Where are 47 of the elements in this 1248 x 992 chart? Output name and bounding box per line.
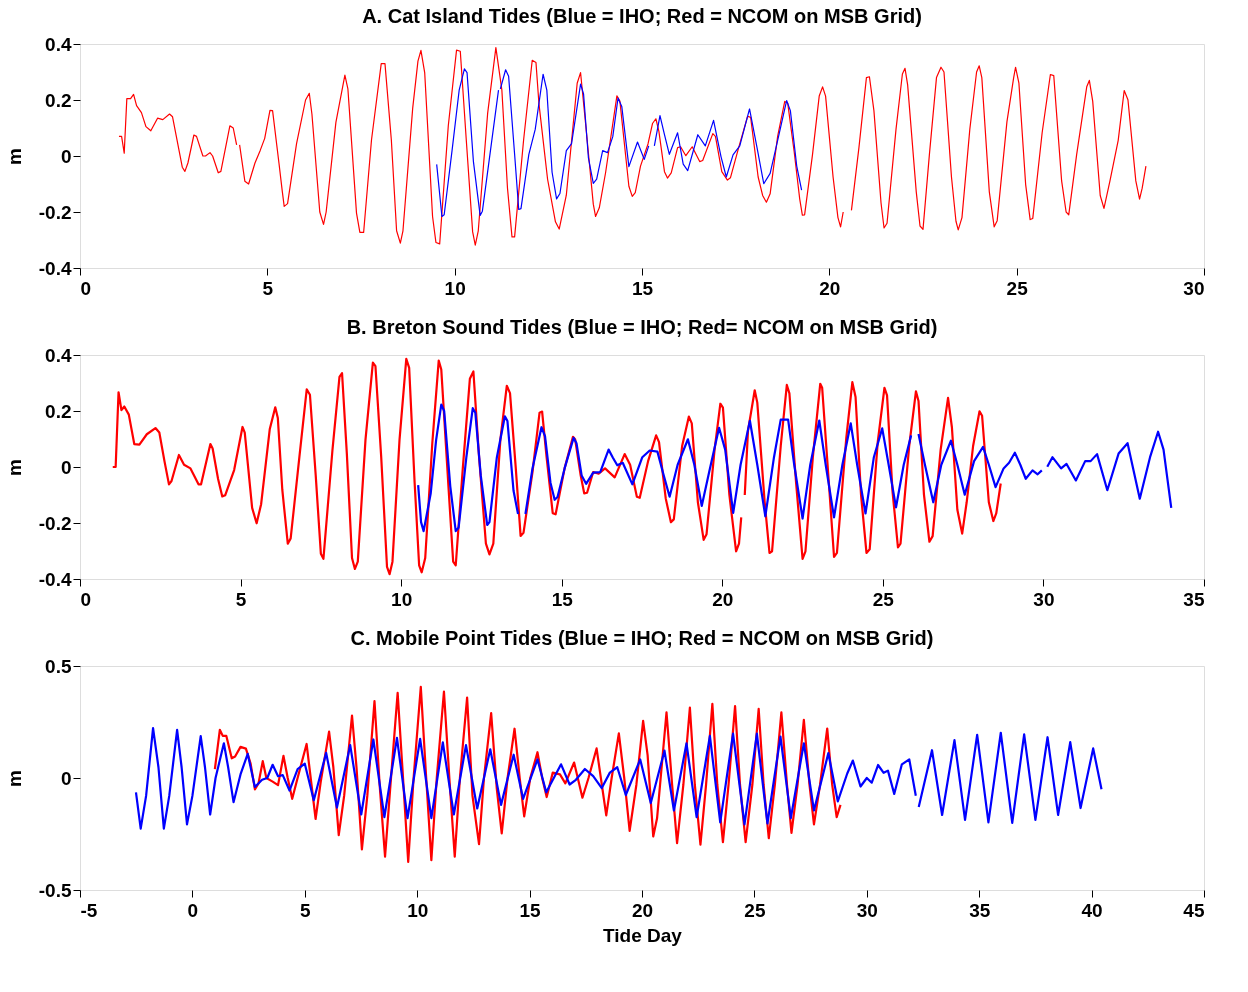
y-tick-label: 0 bbox=[60, 456, 72, 478]
x-tick-label: 0 bbox=[187, 899, 199, 921]
x-tick-label: 15 bbox=[519, 899, 542, 921]
x-tick-label: 5 bbox=[262, 277, 274, 299]
x-tick-label: 20 bbox=[631, 899, 654, 921]
x-tick-label: 0 bbox=[80, 277, 92, 299]
y-axis-title: m bbox=[3, 459, 25, 476]
x-tick-label: 5 bbox=[300, 899, 312, 921]
x-tick-label: 5 bbox=[235, 588, 247, 610]
x-tick-label: 30 bbox=[1183, 277, 1205, 299]
x-tick-label: 20 bbox=[712, 588, 734, 610]
line-series bbox=[213, 685, 842, 864]
x-tick-label: 30 bbox=[1033, 588, 1055, 610]
x-tick-label: 40 bbox=[1081, 899, 1103, 921]
y-tick-label: 0.5 bbox=[45, 655, 72, 677]
y-tick-label: 0.2 bbox=[45, 89, 72, 111]
y-tick-label: -0.2 bbox=[38, 201, 72, 223]
y-axis-title: m bbox=[3, 770, 25, 787]
x-tick-label: 15 bbox=[631, 277, 654, 299]
x-tick-label: 10 bbox=[444, 277, 466, 299]
chart-title: C. Mobile Point Tides (Blue = IHO; Red = NCOM on MSB Grid) bbox=[350, 627, 934, 649]
x-tick-label: 35 bbox=[1183, 588, 1205, 610]
x-tick-label: 45 bbox=[1183, 899, 1205, 921]
x-axis-title: Tide Day bbox=[603, 924, 683, 946]
y-tick-label: 0.2 bbox=[45, 400, 72, 422]
y-axis-title: m bbox=[3, 148, 25, 165]
x-tick-label: 35 bbox=[969, 899, 991, 921]
y-tick-label: -0.5 bbox=[38, 879, 72, 901]
y-tick-label: 0 bbox=[60, 145, 72, 167]
x-tick-label: 25 bbox=[872, 588, 895, 610]
x-tick-label: 25 bbox=[1006, 277, 1029, 299]
chart-title: A. Cat Island Tides (Blue = IHO; Red = NCOM on MSB Grid) bbox=[362, 5, 922, 27]
x-tick-label: 20 bbox=[819, 277, 841, 299]
chart-title: B. Breton Sound Tides (Blue = IHO; Red= NCOM on MSB Grid) bbox=[346, 316, 938, 338]
y-tick-label: 0 bbox=[60, 767, 72, 789]
y-tick-label: -0.4 bbox=[38, 568, 72, 590]
y-tick-label: -0.4 bbox=[38, 257, 72, 279]
x-tick-label: 30 bbox=[856, 899, 878, 921]
y-tick-label: -0.2 bbox=[38, 512, 72, 534]
y-tick-label: 0.4 bbox=[45, 344, 72, 366]
x-tick-label: 10 bbox=[391, 588, 413, 610]
x-tick-label: 25 bbox=[744, 899, 766, 921]
x-tick-label: 10 bbox=[407, 899, 429, 921]
y-tick-label: 0.4 bbox=[45, 33, 72, 55]
x-tick-label: 15 bbox=[551, 588, 574, 610]
x-tick-label: -5 bbox=[80, 899, 98, 921]
x-tick-label: 0 bbox=[80, 588, 92, 610]
